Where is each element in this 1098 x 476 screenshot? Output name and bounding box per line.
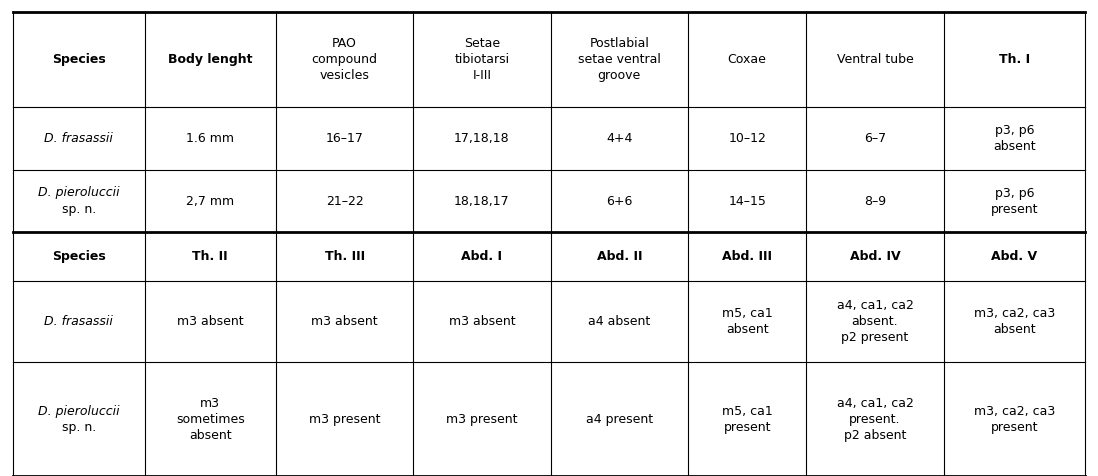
Text: D. pieroluccii: D. pieroluccii: [38, 405, 120, 417]
Text: Abd. I: Abd. I: [461, 250, 503, 263]
Text: m3 present: m3 present: [446, 413, 517, 426]
Text: p3, p6
present: p3, p6 present: [990, 187, 1038, 216]
Text: sp. n.: sp. n.: [61, 421, 96, 434]
Text: m3 absent: m3 absent: [312, 315, 378, 328]
Text: Th. III: Th. III: [325, 250, 365, 263]
Text: Ventral tube: Ventral tube: [837, 53, 914, 66]
Text: 16–17: 16–17: [326, 132, 363, 145]
Text: a4 present: a4 present: [585, 413, 653, 426]
Text: sp. n.: sp. n.: [61, 203, 96, 216]
Text: D. frasassii: D. frasassii: [44, 315, 113, 328]
Text: 4+4: 4+4: [606, 132, 632, 145]
Text: 18,18,17: 18,18,17: [455, 195, 509, 208]
Text: m5, ca1
present: m5, ca1 present: [721, 405, 773, 434]
Text: a4, ca1, ca2
present.
p2 absent: a4, ca1, ca2 present. p2 absent: [837, 397, 914, 442]
Text: m5, ca1
absent: m5, ca1 absent: [721, 307, 773, 336]
Text: m3 absent: m3 absent: [449, 315, 515, 328]
Text: Postlabial
setae ventral
groove: Postlabial setae ventral groove: [578, 37, 661, 82]
Text: Coxae: Coxae: [728, 53, 766, 66]
Text: Setae
tibiotarsi
I-III: Setae tibiotarsi I-III: [455, 37, 509, 82]
Text: 21–22: 21–22: [326, 195, 363, 208]
Text: a4, ca1, ca2
absent.
p2 present: a4, ca1, ca2 absent. p2 present: [837, 299, 914, 344]
Text: m3, ca2, ca3
absent: m3, ca2, ca3 absent: [974, 307, 1055, 336]
Text: 6+6: 6+6: [606, 195, 632, 208]
Text: 17,18,18: 17,18,18: [455, 132, 509, 145]
Text: 6–7: 6–7: [864, 132, 886, 145]
Text: Species: Species: [52, 250, 105, 263]
Text: Species: Species: [52, 53, 105, 66]
Text: a4 absent: a4 absent: [589, 315, 650, 328]
Text: m3 absent: m3 absent: [177, 315, 244, 328]
Text: m3 present: m3 present: [309, 413, 380, 426]
Text: Body lenght: Body lenght: [168, 53, 253, 66]
Text: m3, ca2, ca3
present: m3, ca2, ca3 present: [974, 405, 1055, 434]
Text: Abd. IV: Abd. IV: [850, 250, 900, 263]
Text: m3
sometimes
absent: m3 sometimes absent: [176, 397, 245, 442]
Text: D. frasassii: D. frasassii: [44, 132, 113, 145]
Text: 14–15: 14–15: [728, 195, 766, 208]
Text: 1.6 mm: 1.6 mm: [187, 132, 234, 145]
Text: Th. I: Th. I: [999, 53, 1030, 66]
Text: Abd. II: Abd. II: [596, 250, 642, 263]
Text: Abd. V: Abd. V: [991, 250, 1038, 263]
Text: 8–9: 8–9: [864, 195, 886, 208]
Text: Abd. III: Abd. III: [722, 250, 772, 263]
Text: D. pieroluccii: D. pieroluccii: [38, 187, 120, 199]
Text: 2,7 mm: 2,7 mm: [187, 195, 234, 208]
Text: Th. II: Th. II: [192, 250, 228, 263]
Text: PAO
compound
vesicles: PAO compound vesicles: [312, 37, 378, 82]
Text: p3, p6
absent: p3, p6 absent: [993, 124, 1035, 153]
Text: 10–12: 10–12: [728, 132, 766, 145]
